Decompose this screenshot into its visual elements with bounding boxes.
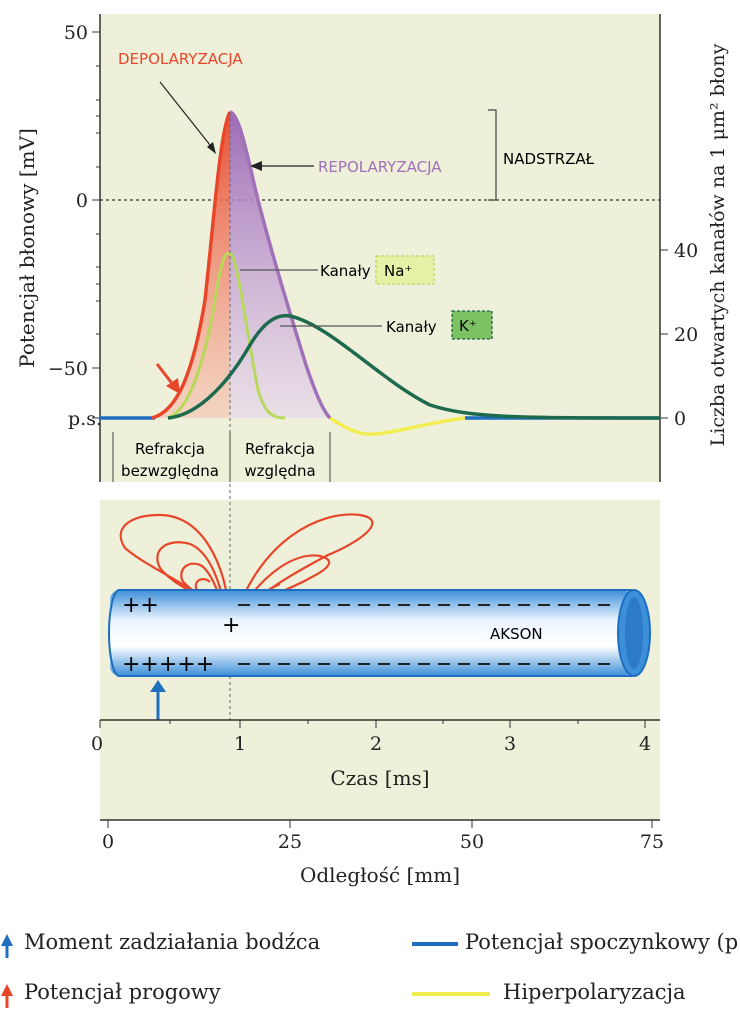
axon-label: AKSON [490, 625, 543, 643]
left-axis-label: Potencjał błonowy [mV] [15, 128, 39, 368]
depolarization-area [152, 112, 230, 418]
legend-resting-text: Potencjał spoczynkowy (p.s.) [465, 930, 740, 954]
distance-tick-0: 0 [102, 831, 114, 853]
repolarization-curve [229, 110, 332, 420]
na-ion-label: Na⁺ [384, 262, 412, 280]
right-tick-20: 20 [674, 324, 698, 346]
refraction-relative-line1: Refrakcja [245, 440, 315, 458]
refraction-absolute-line2: bezwzględna [121, 462, 219, 480]
time-tick-2: 2 [370, 733, 382, 755]
depolarization-curve [151, 111, 232, 420]
axon [108, 589, 651, 677]
right-axis-label: Liczba otwartych kanałów na 1 μm² błony [707, 43, 729, 446]
left-tick-0: 0 [76, 190, 88, 212]
na-ion-box [375, 255, 435, 285]
left-tick-minus50: −50 [48, 358, 88, 380]
legend-stimulus-text: Moment zadziałania bodźca [24, 930, 321, 954]
charges-top: ++ [122, 593, 159, 618]
k-channels-label: Kanały [386, 318, 437, 336]
left-tick-resting: p.s. [68, 408, 102, 430]
k-channel-curve [167, 313, 661, 420]
left-tick-50: 50 [64, 22, 88, 44]
time-axis-label: Czas [ms] [330, 766, 429, 790]
charges-bottom: +++++ [122, 652, 214, 677]
overshoot-label: NADSTRZAŁ [503, 150, 595, 168]
distance-tick-75: 75 [640, 831, 664, 853]
time-tick-0: 0 [91, 733, 103, 755]
distance-axis-label: Odległość [mm] [300, 863, 460, 887]
distance-tick-50: 50 [460, 831, 484, 853]
legend-threshold-text: Potencjał progowy [24, 980, 221, 1004]
hyperpolarization-curve [329, 416, 466, 437]
refraction-relative-line2: względna [244, 462, 315, 480]
time-tick-4: 4 [639, 733, 651, 755]
na-channels-label: Kanały [320, 262, 371, 280]
legend-hyperpolarization-text: Hiperpolaryzacja [503, 980, 686, 1004]
overshoot-bracket [488, 109, 497, 201]
depolarization-label: DEPOLARYZACJA [118, 50, 243, 68]
refraction-absolute-line1: Refrakcja [135, 440, 205, 458]
right-tick-0: 0 [674, 408, 686, 430]
time-tick-3: 3 [504, 733, 516, 755]
time-tick-1: 1 [234, 733, 246, 755]
k-ion-label: K⁺ [459, 317, 477, 335]
repolarization-label: REPOLARYZACJA [318, 158, 442, 176]
right-tick-40: 40 [674, 240, 698, 262]
charge-mid: + [222, 613, 240, 638]
distance-tick-25: 25 [278, 831, 302, 853]
na-channel-curve [167, 252, 286, 420]
threshold-arrow [155, 363, 176, 387]
k-ion-box [451, 310, 493, 340]
